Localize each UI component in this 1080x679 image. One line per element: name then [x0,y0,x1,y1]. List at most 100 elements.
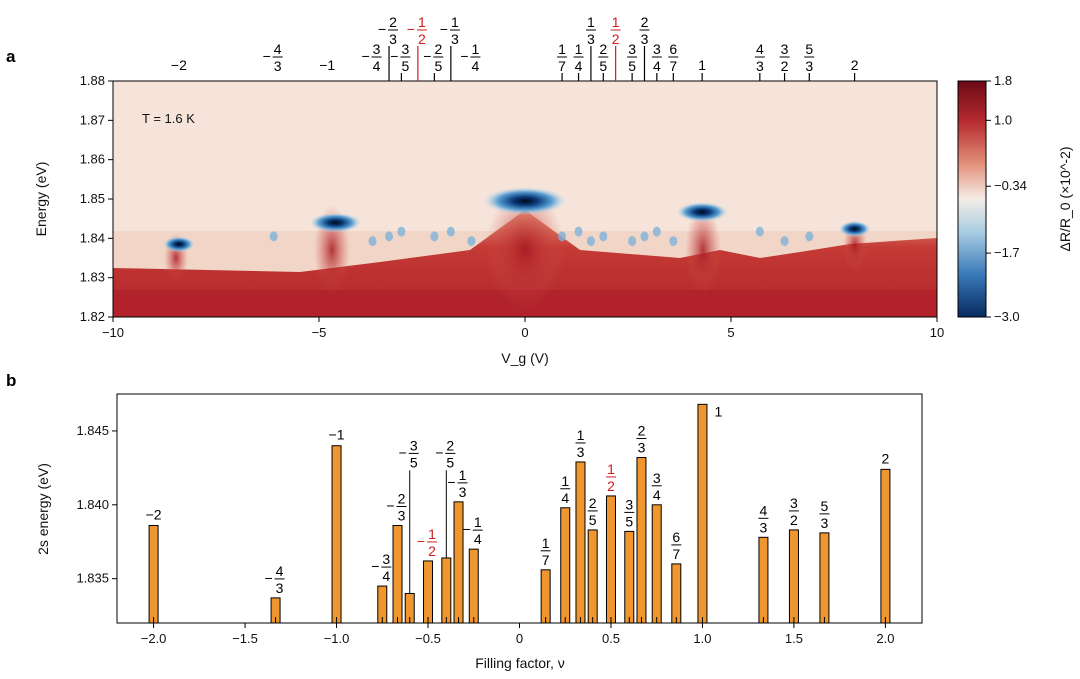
top-label-11-num: 1 [575,41,583,57]
bar-label-13: 25 [587,495,598,528]
bar-9 [468,548,479,624]
top-label-14-num: 1 [612,14,620,30]
bar-label-14: 12 [605,461,616,494]
top-label-8-num: 1 [451,14,459,30]
bar-17 [651,504,662,624]
colorbar-ticks: 1.8 1.0 −0.34 −1.7 −3.0 [986,73,1027,324]
resonance-2 [483,186,567,215]
top-label-17-num: 3 [653,41,661,57]
colorbar [957,80,987,318]
top-label-21-den: 2 [781,58,789,74]
bar-label-17: 34 [651,470,662,503]
bar-label-6-num: 1 [428,526,436,542]
bar-label-18-den: 7 [672,546,680,562]
top-label-7-sign: − [423,48,431,64]
top-label-12-den: 3 [587,31,595,47]
fractional-spot-18 [669,236,678,247]
bar-label-2-text: −1 [329,427,345,443]
bar-15 [624,530,635,624]
bar-label-15: 35 [624,496,635,529]
bar-label-4: −23 [386,490,407,523]
top-label-6-sign: − [407,21,415,37]
fractional-spot-3 [368,236,377,247]
colorbar-tick-label: 1.0 [994,112,1012,127]
fractional-spot-7 [430,231,439,242]
fractional-spot-8 [446,226,455,237]
bar-chart-xtick-label: −1.0 [324,631,350,646]
top-label-21-num: 3 [781,41,789,57]
top-label-7: −25 [423,41,444,74]
bar-chart-xtick-label: −0.5 [415,631,441,646]
bar-chart-labels: −2− 43−1− 34− 23− 35− 12− 25− 13− 14 171413251235… [146,403,890,596]
bar-label-4-den: 3 [398,507,406,523]
top-label-22-num: 5 [805,41,813,57]
bar-label-4-num: 2 [398,490,406,506]
bar-4 [392,524,403,624]
bar-label-11: 14 [560,473,571,506]
bar-label-7: −25 [435,437,456,470]
top-label-20-num: 4 [756,41,764,57]
top-label-5-sign: − [390,48,398,64]
top-label-11: 14 [573,41,584,74]
top-label-8-den: 3 [451,31,459,47]
top-label-1-den: 3 [274,58,282,74]
bar-label-5: −35 [399,437,419,470]
bar-chart-bars [148,403,891,624]
bar-label-14-num: 1 [607,461,615,477]
top-label-12: 13 [585,14,596,47]
bar-11 [560,507,571,624]
fractional-spot-9 [467,236,476,247]
bar-12 [575,461,586,624]
top-label-8: −13 [440,14,460,47]
bar-chart-xtick-label: 0.5 [602,631,620,646]
bar-label-18-num: 6 [672,529,680,545]
top-label-16-den: 3 [641,31,649,47]
top-label-18: 67 [668,41,679,74]
top-label-22: 53 [804,41,815,74]
top-label-23: 2 [851,57,859,73]
bar-chart-ytick-label: 1.835 [76,571,109,586]
heatmap-xtick-label: −5 [312,325,327,340]
bar-label-3-num: 3 [382,551,390,567]
bar-chart-frame [116,393,923,624]
bar-label-2: −1 [329,427,345,443]
bar-chart-ytick-label: 1.840 [76,497,109,512]
bar-label-23: 2 [882,450,890,466]
bar-label-4-sign: − [386,497,394,513]
top-label-1-sign: − [263,48,271,64]
bar-label-5-den: 5 [410,454,418,470]
bar-label-9-num: 1 [474,514,482,530]
bar-18 [671,563,682,624]
heatmap-xtick-label: 5 [727,325,734,340]
top-label-14: 12 [610,14,621,47]
top-label-15-den: 5 [628,58,636,74]
bar-chart-ytick-label: 1.845 [76,423,109,438]
bar-label-8-sign: − [447,474,455,490]
top-label-17: 34 [651,41,662,74]
colorbar-tick-label: −3.0 [994,309,1020,324]
top-label-9: −14 [460,41,481,74]
fractional-spot-11 [574,226,583,237]
top-label-9-num: 1 [472,41,480,57]
bar-label-19: 1 [715,403,723,419]
top-label-9-sign: − [460,48,468,64]
heatmap-ytick-label: 1.86 [80,152,105,167]
bar-label-16-num: 2 [638,423,646,439]
panel-a-letter: a [6,47,16,66]
bar-label-11-num: 1 [561,473,569,489]
top-label-5-num: 3 [402,41,410,57]
bar-8 [453,501,464,624]
bar-16 [636,457,647,624]
fractional-spot-22 [805,231,814,242]
heatmap-xlabel: V_g (V) [501,350,548,366]
heatmap-annotation: T = 1.6 K [142,111,195,126]
bar-label-1: −43 [264,563,285,596]
bar-6 [423,560,434,624]
top-label-2-text: −1 [319,57,335,73]
bar-label-22-num: 5 [821,498,829,514]
top-label-6: −12 [407,14,427,47]
bar-label-17-den: 4 [653,487,661,503]
top-label-5-den: 5 [402,58,410,74]
top-label-18-den: 7 [669,58,677,74]
